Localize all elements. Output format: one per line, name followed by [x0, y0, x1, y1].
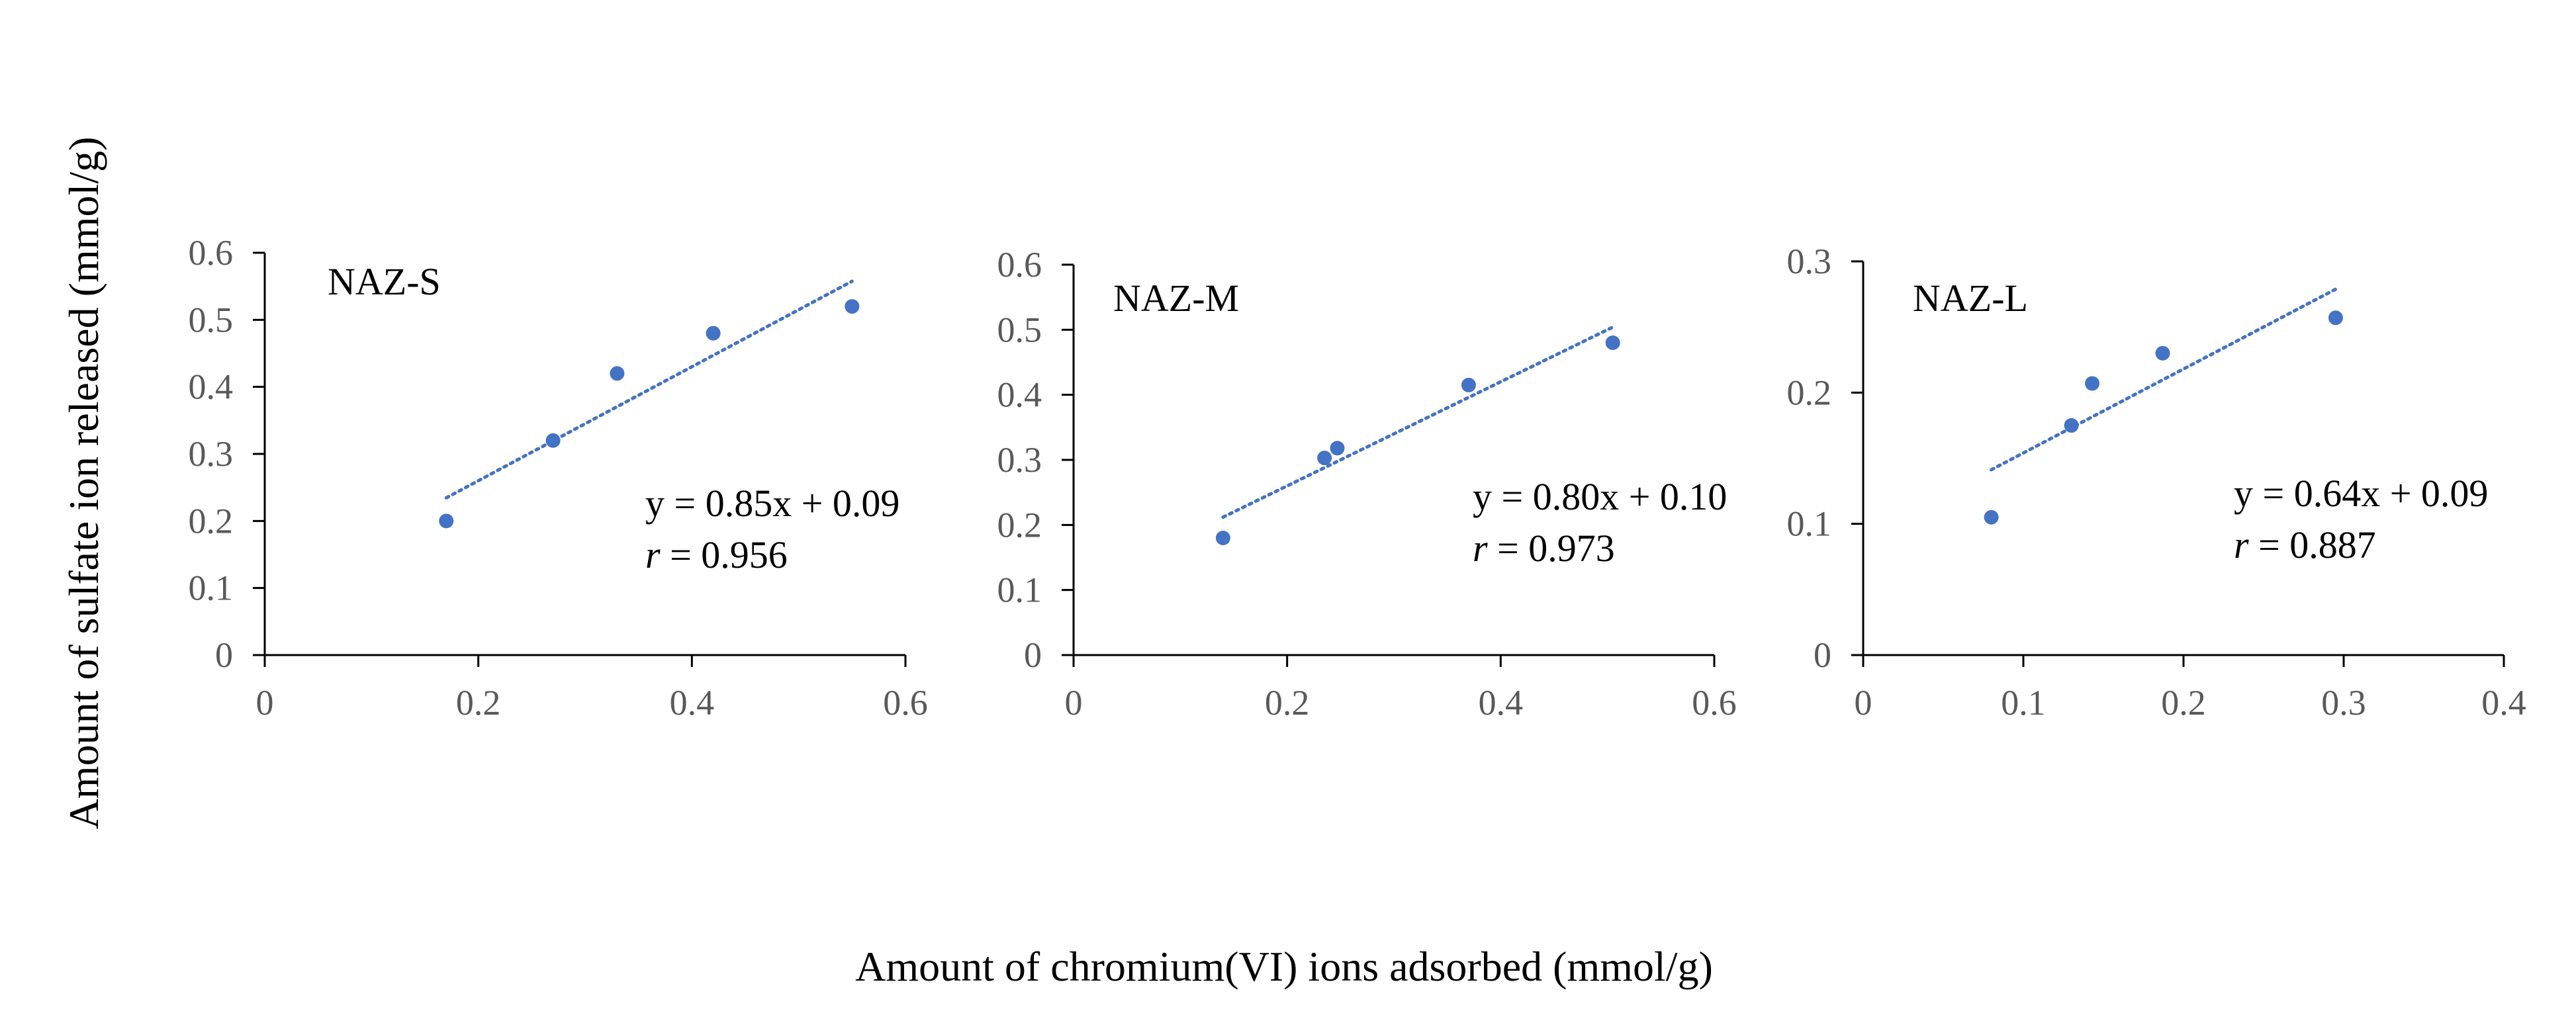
data-point	[1215, 531, 1230, 545]
trendline	[1221, 325, 1615, 519]
y-tick-label: 0.6	[189, 233, 234, 273]
y-tick-label: 0.3	[189, 434, 234, 474]
panel-naz-m: 0 0.1 0.2 0.3 0.4 0.5 0.6 0 0.2 0.4 0.6 NAZ-M y = 0.…	[997, 245, 1737, 723]
data-point	[1317, 451, 1332, 466]
regression-equation: y = 0.64x + 0.09	[2234, 472, 2488, 515]
data-point	[1984, 510, 1999, 525]
r-value: = 0.956	[661, 533, 788, 576]
data-point	[545, 433, 561, 448]
panel-naz-s: 0 0.1 0.2 0.3 0.4 0.5 0.6 0 0.2 0.4 0.6 NAZ-S y = 0.…	[189, 233, 928, 723]
data-point	[2155, 345, 2170, 361]
y-tick-label: 0.1	[189, 568, 234, 608]
x-tick-label: 0.2	[1265, 683, 1310, 723]
data-point	[610, 366, 625, 381]
y-tick-label: 0.1	[997, 570, 1042, 610]
data-point	[439, 513, 454, 529]
y-axis-title: Amount of sulfate ion released (mmol/g)	[60, 137, 107, 830]
y-tick-label: 0.4	[997, 375, 1042, 415]
data-point	[706, 326, 721, 341]
r-value: = 0.887	[2249, 523, 2376, 566]
panel-title: NAZ-M	[1113, 277, 1239, 320]
regression-equation: y = 0.80x + 0.10	[1473, 475, 1727, 518]
y-tick-label: 0.2	[189, 501, 234, 541]
x-axis-title: Amount of chromium(VI) ions adsorbed (mm…	[855, 943, 1713, 990]
r-symbol: r	[2234, 523, 2249, 566]
y-tick-label: 0	[1024, 635, 1042, 675]
y-tick-label: 0.5	[189, 300, 234, 339]
x-tick-label: 0	[256, 683, 274, 723]
y-tick-label: 0	[1814, 635, 1831, 675]
x-tick-label: 0.1	[2001, 683, 2046, 723]
r-symbol: r	[1473, 527, 1488, 570]
correlation-coefficient: r = 0.887	[2234, 523, 2376, 566]
y-tick-label: 0	[215, 635, 233, 675]
x-tick-label: 0.3	[2321, 683, 2366, 723]
r-symbol: r	[645, 533, 661, 576]
y-tick-label: 0.3	[997, 440, 1042, 480]
y-tick-label: 0.2	[997, 505, 1042, 545]
y-tick-label: 0.1	[1787, 504, 1832, 544]
data-point	[1330, 441, 1345, 456]
y-tick-label: 0.2	[1787, 373, 1832, 412]
y-tick-label: 0.6	[997, 245, 1042, 285]
trendline	[444, 279, 854, 500]
data-point	[1461, 377, 1476, 392]
x-tick-label: 0.4	[670, 683, 715, 723]
x-tick-label: 0.2	[456, 683, 501, 723]
x-tick-label: 0.6	[1692, 683, 1737, 723]
panel-naz-l: 0 0.1 0.2 0.3 0 0.1 0.2 0.3 0.4 NAZ-L y = 0.64x + …	[1787, 242, 2526, 723]
panel-title: NAZ-S	[328, 260, 441, 303]
data-point	[2064, 418, 2079, 433]
y-tick-label: 0.3	[1787, 242, 1832, 281]
data-point	[1605, 335, 1620, 350]
data-point	[2328, 310, 2343, 326]
data-point	[845, 299, 860, 314]
correlation-coefficient: r = 0.956	[645, 533, 788, 576]
x-tick-label: 0.2	[2161, 683, 2206, 723]
chart-panels: 0 0.1 0.2 0.3 0.4 0.5 0.6 0 0.2 0.4 0.6 NAZ-S y = 0.…	[189, 233, 2526, 723]
x-tick-label: 0.6	[883, 683, 928, 723]
x-tick-label: 0	[1855, 683, 1872, 723]
trendline	[1990, 287, 2338, 472]
panel-title: NAZ-L	[1913, 277, 2028, 320]
regression-equation: y = 0.85x + 0.09	[645, 482, 899, 525]
r-value: = 0.973	[1488, 527, 1615, 570]
correlation-coefficient: r = 0.973	[1473, 527, 1615, 570]
data-point	[2085, 376, 2100, 391]
y-tick-label: 0.5	[997, 310, 1042, 349]
x-tick-label: 0	[1065, 683, 1083, 723]
y-tick-label: 0.4	[189, 367, 234, 407]
x-tick-label: 0.4	[1479, 683, 1524, 723]
x-tick-label: 0.4	[2481, 683, 2526, 723]
